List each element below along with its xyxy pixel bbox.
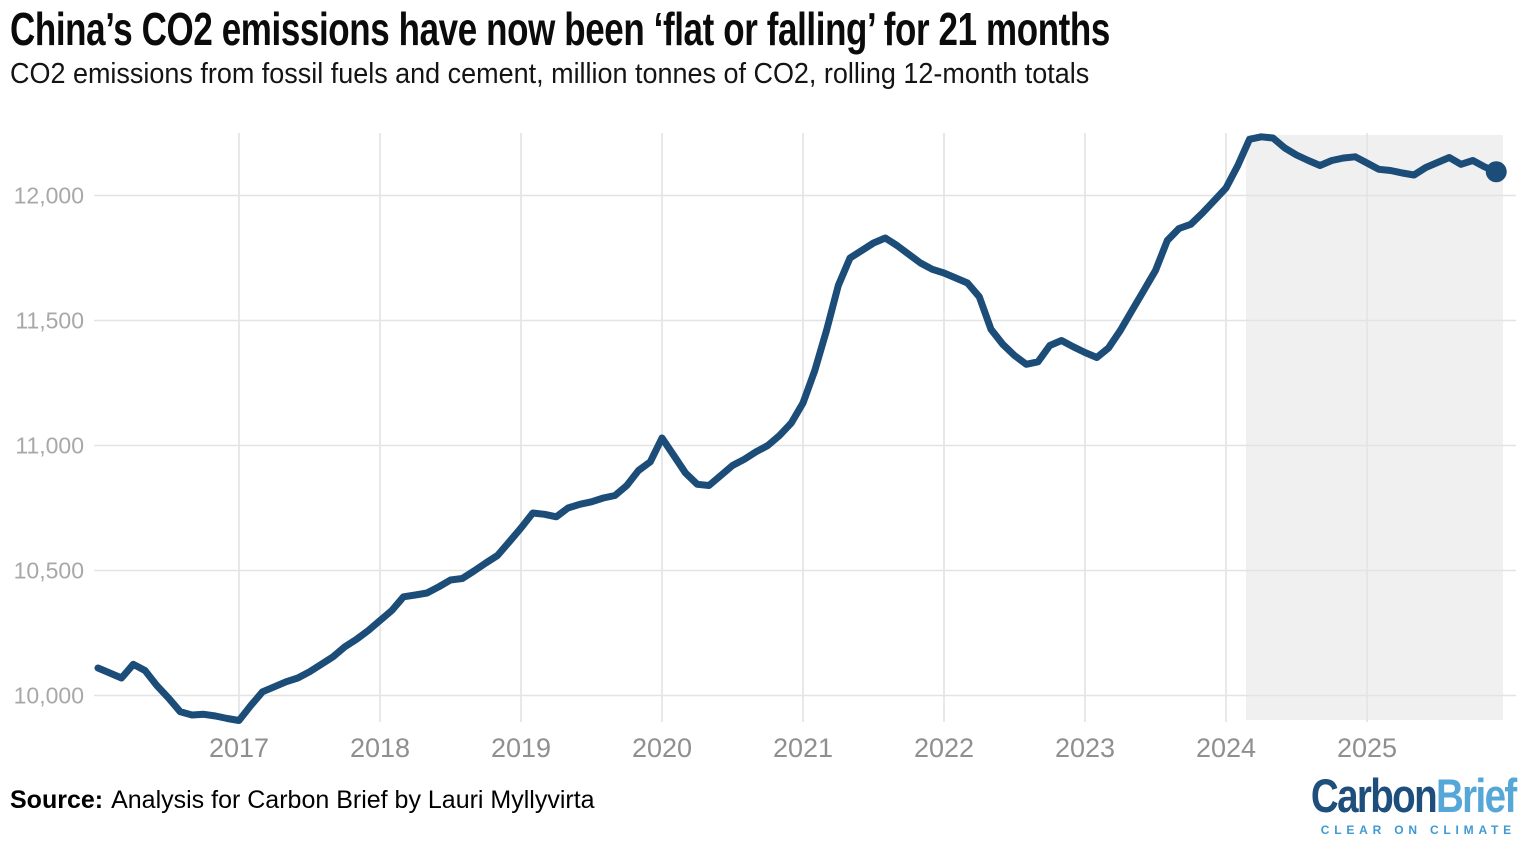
x-tick-label: 2025 bbox=[1337, 733, 1397, 763]
y-tick-label: 11,500 bbox=[15, 308, 84, 334]
logo-wordmark: CarbonBrief bbox=[1311, 769, 1517, 822]
source-text: Analysis for Carbon Brief by Lauri Mylly… bbox=[111, 786, 595, 814]
highlight-region bbox=[1245, 135, 1503, 720]
last-point-dot bbox=[1485, 161, 1507, 183]
emissions-line bbox=[94, 133, 1500, 724]
source-line: Source: Analysis for Carbon Brief by Laur… bbox=[10, 786, 595, 815]
x-tick-label: 2022 bbox=[914, 733, 974, 763]
y-tick-label: 10,500 bbox=[14, 558, 84, 584]
logo-brief: Brief bbox=[1436, 769, 1517, 822]
logo-tagline: CLEAR ON CLIMATE bbox=[1320, 823, 1516, 837]
y-tick-label: 12,000 bbox=[14, 183, 84, 209]
x-tick-label: 2019 bbox=[491, 733, 551, 763]
x-tick-label: 2017 bbox=[209, 733, 269, 763]
x-tick-label: 2021 bbox=[773, 733, 833, 763]
source-label: Source: bbox=[10, 786, 104, 814]
chart-title: China’s CO2 emissions have now been ‘fla… bbox=[10, 3, 1110, 55]
chart-subtitle: CO2 emissions from fossil fuels and ceme… bbox=[10, 58, 1090, 90]
y-tick-label: 10,000 bbox=[14, 683, 84, 709]
x-tick-label: 2024 bbox=[1196, 733, 1256, 763]
carbonbrief-logo: CarbonBrief CLEAR ON CLIMATE bbox=[1266, 769, 1517, 837]
logo-carbon: Carbon bbox=[1311, 769, 1438, 822]
x-tick-label: 2020 bbox=[632, 733, 692, 763]
x-tick-label: 2023 bbox=[1055, 733, 1115, 763]
y-tick-label: 11,000 bbox=[15, 433, 84, 459]
x-tick-label: 2018 bbox=[350, 733, 410, 763]
